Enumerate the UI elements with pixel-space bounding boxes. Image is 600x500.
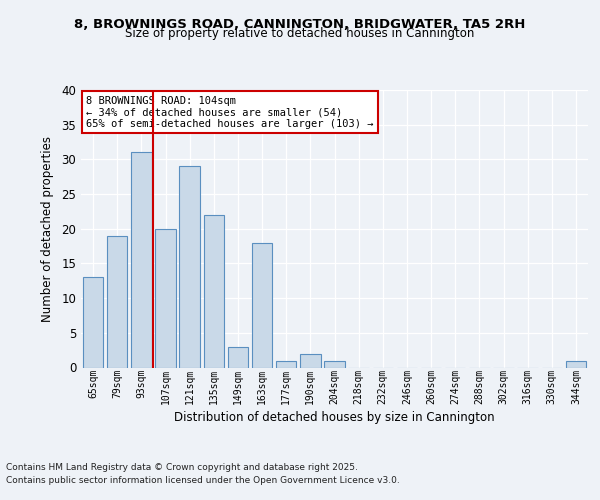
Text: 8, BROWNINGS ROAD, CANNINGTON, BRIDGWATER, TA5 2RH: 8, BROWNINGS ROAD, CANNINGTON, BRIDGWATE…: [74, 18, 526, 30]
Bar: [276, 360, 296, 368]
Bar: [131, 152, 152, 368]
Bar: [566, 360, 586, 368]
Bar: [107, 236, 127, 368]
Bar: [83, 278, 103, 368]
Bar: [155, 229, 176, 368]
Bar: [179, 166, 200, 368]
Bar: [227, 346, 248, 368]
Bar: [252, 242, 272, 368]
Y-axis label: Number of detached properties: Number of detached properties: [41, 136, 55, 322]
X-axis label: Distribution of detached houses by size in Cannington: Distribution of detached houses by size …: [174, 411, 495, 424]
Text: Contains public sector information licensed under the Open Government Licence v3: Contains public sector information licen…: [6, 476, 400, 485]
Bar: [300, 354, 320, 368]
Text: 8 BROWNINGS ROAD: 104sqm
← 34% of detached houses are smaller (54)
65% of semi-d: 8 BROWNINGS ROAD: 104sqm ← 34% of detach…: [86, 96, 374, 128]
Text: Size of property relative to detached houses in Cannington: Size of property relative to detached ho…: [125, 28, 475, 40]
Bar: [324, 360, 345, 368]
Text: Contains HM Land Registry data © Crown copyright and database right 2025.: Contains HM Land Registry data © Crown c…: [6, 464, 358, 472]
Bar: [203, 215, 224, 368]
